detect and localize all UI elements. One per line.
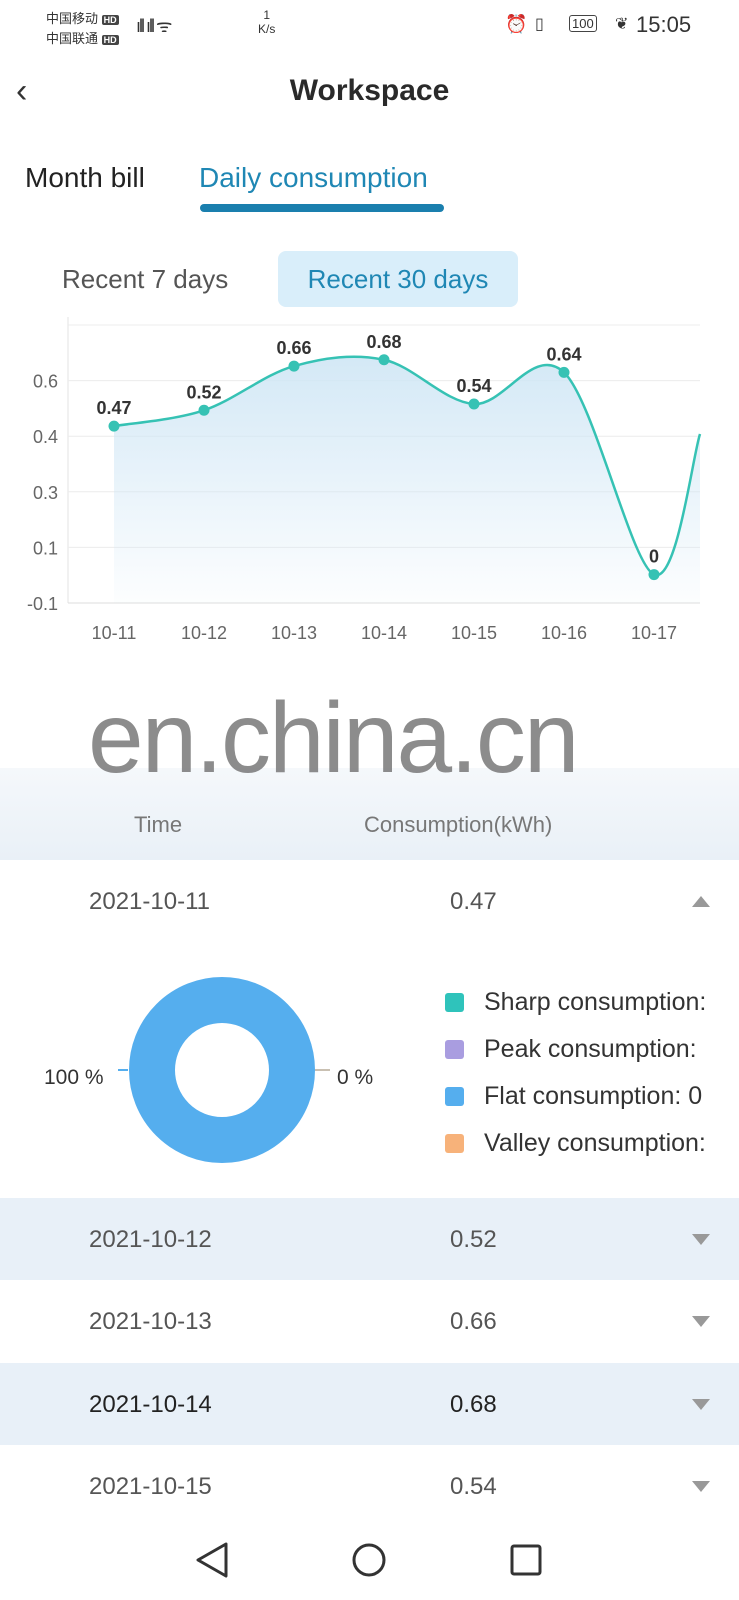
header-consumption: Consumption(kWh) [364, 812, 553, 837]
navigation-bar [196, 1542, 542, 1578]
tab-month-bill[interactable]: Month bill [25, 162, 145, 193]
data-label: 0.66 [276, 338, 311, 358]
data-label: 0.52 [186, 382, 221, 402]
x-tick-label: 10-16 [541, 623, 587, 643]
table-header: Time Consumption(kWh) [0, 768, 739, 860]
clock: 15:05 [636, 12, 692, 37]
speed-value: 1 [263, 8, 271, 22]
row-value: 0.47 [450, 888, 497, 915]
y-tick-label: 0.6 [33, 372, 58, 392]
donut-label-right: 0 % [337, 1066, 374, 1089]
speed-unit: K/s [258, 22, 276, 36]
legend-label: Peak consumption: [484, 1035, 697, 1063]
recent-30-days-button[interactable]: Recent 30 days [278, 251, 518, 307]
x-tick-label: 10-11 [92, 623, 137, 643]
data-point[interactable] [468, 398, 480, 410]
row-value: 0.52 [450, 1226, 497, 1253]
data-point[interactable] [198, 404, 210, 416]
x-tick-label: 10-14 [361, 623, 407, 643]
tab-daily-consumption[interactable]: Daily consumption [199, 162, 428, 193]
row-value: 0.68 [450, 1391, 497, 1418]
expand-arrow-icon[interactable] [692, 1316, 710, 1327]
expand-arrow-icon[interactable] [692, 1481, 710, 1492]
carrier-1: 中国移动 HD [46, 8, 119, 27]
active-tab-underline [200, 204, 444, 212]
watermark: en.china.cn [88, 682, 579, 794]
row-value: 0.66 [450, 1308, 497, 1335]
row-date: 2021-10-15 [89, 1473, 212, 1500]
carrier-2: 中国联通 HD [46, 28, 119, 47]
table-row[interactable]: 2021-10-11 0.47 [0, 860, 739, 942]
x-tick-label: 10-12 [181, 623, 227, 643]
carrier-2-label: 中国联通 [46, 31, 99, 46]
nav-home-icon[interactable] [352, 1543, 386, 1577]
hd-badge: HD [101, 15, 119, 25]
signal-icon: ıll ıll ᯤ [136, 16, 172, 36]
y-tick-label: -0.1 [27, 594, 58, 614]
expand-arrow-icon[interactable] [692, 1399, 710, 1410]
recent-7-days-button[interactable]: Recent 7 days [62, 264, 229, 294]
legend-valley: Valley consumption: [445, 1129, 706, 1158]
x-tick-label: 10-17 [631, 623, 677, 643]
legend-swatch [445, 993, 464, 1012]
x-tick-label: 10-15 [451, 623, 497, 643]
y-tick-label: 0.3 [33, 483, 58, 503]
table-row[interactable]: 2021-10-12 0.52 [0, 1198, 739, 1280]
net-speed: 1 K/s [258, 8, 275, 36]
data-label: 0 [649, 547, 659, 567]
legend-sharp: Sharp consumption: [445, 988, 706, 1017]
nav-back-icon[interactable] [196, 1542, 228, 1578]
consumption-donut [118, 977, 330, 1163]
nav-recents-icon[interactable] [510, 1544, 542, 1576]
data-label: 0.64 [546, 344, 581, 364]
vibrate-icon: ▯ [535, 16, 544, 33]
legend-swatch [445, 1040, 464, 1059]
alarm-icon: ⏰ [505, 14, 528, 34]
data-point[interactable] [558, 366, 570, 378]
legend-label: Sharp consumption: [484, 988, 707, 1016]
y-tick-label: 0.4 [33, 427, 58, 447]
row-value: 0.54 [450, 1473, 497, 1500]
data-label: 0.54 [456, 376, 491, 396]
legend-swatch [445, 1134, 464, 1153]
legend-peak: Peak consumption: [445, 1035, 697, 1064]
data-point[interactable] [108, 420, 120, 432]
expand-arrow-icon[interactable] [692, 1234, 710, 1245]
table-row[interactable]: 2021-10-13 0.66 [0, 1280, 739, 1362]
data-point[interactable] [648, 569, 660, 581]
legend-flat: Flat consumption: 0 [445, 1082, 702, 1111]
row-date: 2021-10-11 [89, 888, 210, 915]
donut-label-left: 100 % [44, 1066, 104, 1089]
legend-label: Valley consumption: [484, 1129, 706, 1157]
data-label: 0.68 [366, 332, 401, 352]
row-date: 2021-10-14 [89, 1391, 212, 1418]
back-button[interactable]: ‹ [16, 72, 28, 110]
carrier-1-label: 中国移动 [46, 11, 99, 26]
page-title: Workspace [289, 74, 450, 107]
data-label: 0.47 [96, 398, 131, 418]
table-row[interactable]: 2021-10-15 0.54 [0, 1445, 739, 1527]
donut-slice-flat [129, 977, 315, 1163]
collapse-arrow-icon[interactable] [692, 896, 710, 907]
battery-icon: 100 [569, 15, 597, 32]
table-row[interactable]: 2021-10-14 0.68 [0, 1363, 739, 1445]
x-tick-label: 10-13 [271, 623, 317, 643]
row-date: 2021-10-13 [89, 1308, 212, 1335]
row-date: 2021-10-12 [89, 1226, 212, 1253]
area-fill [114, 356, 700, 603]
leaf-icon: ❦ [615, 16, 629, 33]
data-point[interactable] [288, 360, 300, 372]
legend-label: Flat consumption: 0 [484, 1082, 703, 1110]
header-time: Time [134, 812, 183, 837]
y-tick-label: 0.1 [33, 538, 58, 558]
data-point[interactable] [378, 354, 390, 366]
daily-consumption-chart: 0.6 0.4 0.3 0.1 -0.1 10-11 10-12 10-13 10-14 10-1… [27, 317, 702, 643]
hd-badge: HD [101, 35, 119, 45]
legend-swatch [445, 1087, 464, 1106]
